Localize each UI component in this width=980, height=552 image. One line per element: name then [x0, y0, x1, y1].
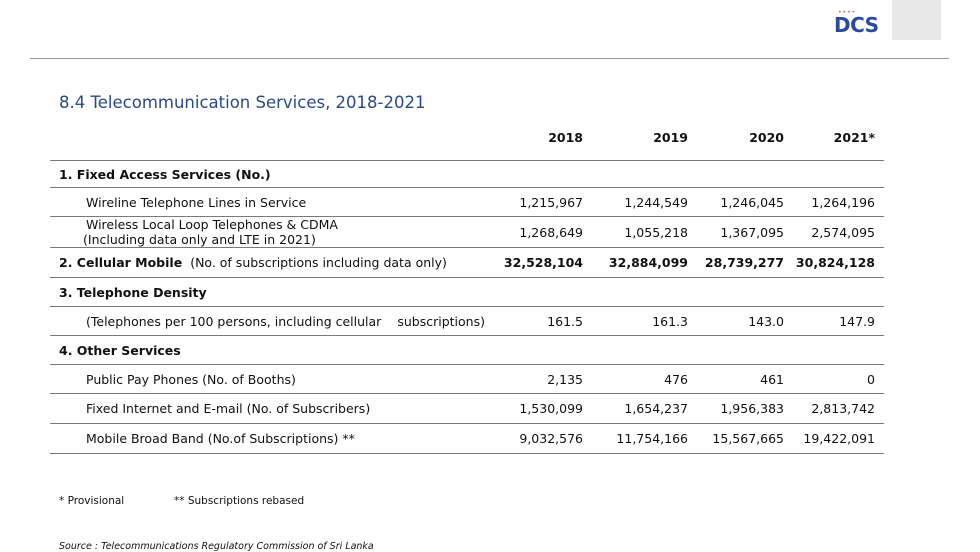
table-row: Fixed Internet and E-mail (No. of Subscr… [50, 394, 884, 424]
value-2019: 1,654,237 [624, 401, 688, 416]
table-header-row: 2018 2019 2020 2021* [50, 122, 884, 161]
row-label-text: (Telephones per 100 persons, including c… [86, 313, 382, 329]
row-label: (Telephones per 100 persons, including c… [86, 307, 485, 335]
value-2019: 32,884,099 [608, 255, 688, 270]
note-rebased: ** Subscriptions rebased [174, 495, 305, 507]
section-row-other-services: 4. Other Services [50, 336, 884, 365]
logo-dots-icon: •••• [838, 9, 857, 16]
value-2021: 147.9 [839, 313, 875, 329]
section-label: 4. Other Services [59, 342, 181, 358]
row-label-line2: (Including data only and LTE in 2021) [83, 232, 316, 247]
value-2021: 19,422,091 [803, 431, 875, 446]
value-2020: 1,246,045 [720, 194, 784, 210]
section-row-cellular-mobile: 2. Cellular Mobile (No. of subscriptions… [50, 248, 884, 278]
header-divider [30, 58, 949, 59]
table-row: Mobile Broad Band (No.of Subscriptions) … [50, 424, 884, 454]
note-provisional: * Provisional [59, 495, 125, 507]
row-label-line1: Wireless Local Loop Telephones & CDMA [86, 217, 338, 232]
value-2021: 2,574,095 [811, 224, 875, 240]
year-header-2019: 2019 [653, 129, 688, 145]
year-header-2018: 2018 [548, 129, 583, 145]
logo-text: DCS [834, 13, 879, 37]
value-2018: 1,268,649 [519, 224, 583, 240]
row-label: 2. Cellular Mobile (No. of subscriptions… [59, 248, 447, 277]
row-label: Wireline Telephone Lines in Service [86, 194, 307, 210]
section-label: 2. Cellular Mobile [59, 255, 183, 270]
row-label: Wireless Local Loop Telephones & CDMA (I… [83, 217, 338, 247]
value-2019: 1,055,218 [624, 224, 688, 240]
value-2019: 1,244,549 [624, 194, 688, 210]
value-2021: 2,813,742 [811, 401, 875, 416]
value-2019: 476 [664, 371, 688, 387]
table-row: Public Pay Phones (No. of Booths) 2,135 … [50, 365, 884, 394]
section-label: 1. Fixed Access Services (No.) [59, 166, 271, 182]
value-2020: 461 [760, 371, 784, 387]
section-label-suffix: (No. of subscriptions including data onl… [190, 255, 447, 270]
section-row-telephone-density: 3. Telephone Density [50, 278, 884, 307]
value-2018: 161.5 [547, 313, 583, 329]
telecom-table: 2018 2019 2020 2021* 1. Fixed Access Ser… [50, 122, 884, 454]
source-note: Source : Telecommunications Regulatory C… [59, 541, 374, 552]
value-2019: 11,754,166 [616, 431, 688, 446]
table-row: Wireline Telephone Lines in Service 1,21… [50, 188, 884, 217]
value-2018: 1,530,099 [519, 401, 583, 416]
year-header-2021: 2021* [833, 129, 875, 145]
value-2021: 0 [867, 371, 875, 387]
year-header-2020: 2020 [749, 129, 784, 145]
value-2018: 9,032,576 [519, 431, 583, 446]
row-label-tail: subscriptions) [397, 313, 485, 329]
value-2018: 32,528,104 [503, 255, 583, 270]
value-2018: 1,215,967 [519, 194, 583, 210]
value-2020: 1,367,095 [720, 224, 784, 240]
value-2020: 15,567,665 [712, 431, 784, 446]
section-row-fixed-access: 1. Fixed Access Services (No.) [50, 161, 884, 188]
value-2021: 1,264,196 [811, 194, 875, 210]
value-2019: 161.3 [652, 313, 688, 329]
table-row: Wireless Local Loop Telephones & CDMA (I… [50, 217, 884, 248]
value-2020: 1,956,383 [720, 401, 784, 416]
value-2021: 30,824,128 [795, 255, 875, 270]
corner-box [892, 0, 941, 40]
section-label: 3. Telephone Density [59, 284, 207, 300]
value-2020: 28,739,277 [704, 255, 784, 270]
table-row: (Telephones per 100 persons, including c… [50, 307, 884, 336]
value-2018: 2,135 [547, 371, 583, 387]
row-label: Mobile Broad Band (No.of Subscriptions) … [86, 431, 355, 446]
value-2020: 143.0 [748, 313, 784, 329]
dcs-logo: •••• DCS [834, 9, 879, 38]
row-label: Fixed Internet and E-mail (No. of Subscr… [86, 401, 371, 416]
page-title: 8.4 Telecommunication Services, 2018-202… [59, 93, 426, 112]
row-label: Public Pay Phones (No. of Booths) [86, 371, 296, 387]
